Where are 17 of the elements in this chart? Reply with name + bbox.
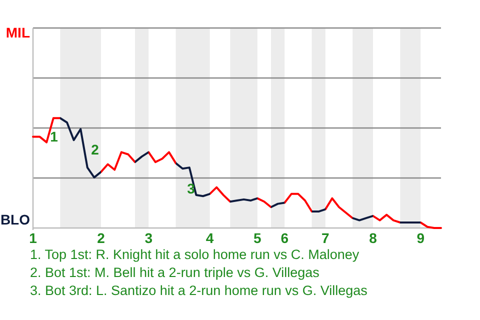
- text: 3. Bot 3rd: L. Santizo hit a 2-run home run vs G. Villegas: [30, 283, 368, 298]
- x-tick-label: 9: [416, 230, 425, 246]
- x-tick-label: 5: [254, 230, 262, 246]
- x-tick-label: 7: [322, 230, 330, 246]
- text: 1. Top 1st: R. Knight hit a solo home run vs C. Maloney: [30, 247, 360, 262]
- annotation: 1: [50, 128, 58, 145]
- x-tick-label: 8: [369, 230, 378, 246]
- annotation: 3: [187, 180, 196, 197]
- text: MIL: [6, 24, 30, 41]
- x-tick-label: 1: [29, 230, 38, 246]
- x-tick-label: 3: [144, 230, 153, 246]
- x-tick-label: 2: [97, 230, 106, 246]
- annotation: 2: [91, 142, 100, 158]
- text: 2. Bot 1st: M. Bell hit a 2-run triple vs G. Villegas: [30, 265, 320, 280]
- x-tick-label: 6: [280, 230, 289, 246]
- text: BLO: [0, 212, 30, 228]
- x-tick-label: 4: [206, 230, 214, 246]
